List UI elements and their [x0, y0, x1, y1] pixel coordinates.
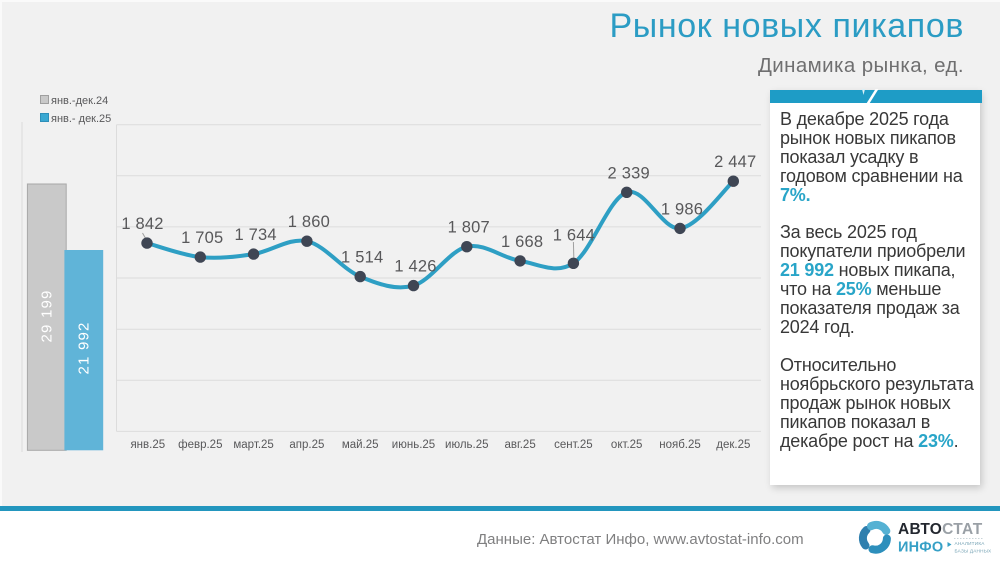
- svg-text:1 860: 1 860: [288, 213, 330, 231]
- svg-text:БАЗЫ ДАННЫХ: БАЗЫ ДАННЫХ: [955, 549, 993, 554]
- svg-text:1 668: 1 668: [501, 233, 543, 251]
- svg-text:1 842: 1 842: [121, 215, 163, 233]
- svg-text:дек.25: дек.25: [716, 439, 750, 451]
- svg-text:июнь.25: июнь.25: [392, 439, 435, 451]
- svg-text:авг.25: авг.25: [504, 439, 535, 451]
- svg-text:февр.25: февр.25: [178, 439, 222, 451]
- svg-text:нояб.25: нояб.25: [659, 439, 701, 451]
- svg-text:1 705: 1 705: [181, 229, 223, 247]
- svg-text:1 426: 1 426: [394, 258, 436, 276]
- svg-text:1 986: 1 986: [661, 200, 703, 218]
- svg-text:март.25: март.25: [233, 439, 273, 451]
- svg-text:янв.25: янв.25: [130, 439, 165, 451]
- svg-text:1 807: 1 807: [448, 219, 490, 237]
- svg-text:1 644: 1 644: [553, 226, 595, 244]
- svg-text:сент.25: сент.25: [554, 439, 592, 451]
- svg-text:АНАЛИТИКА: АНАЛИТИКА: [955, 541, 986, 546]
- svg-text:АВТОСТАТ: АВТОСТАТ: [898, 521, 983, 538]
- svg-text:апр.25: апр.25: [289, 439, 324, 451]
- svg-text:2 447: 2 447: [714, 153, 756, 171]
- svg-text:1 514: 1 514: [341, 249, 383, 267]
- svg-text:2 339: 2 339: [608, 164, 650, 182]
- svg-text:май.25: май.25: [342, 439, 379, 451]
- svg-text:окт.25: окт.25: [611, 439, 643, 451]
- svg-text:1 734: 1 734: [234, 226, 276, 244]
- svg-text:ИНФО: ИНФО: [898, 540, 943, 556]
- svg-text:июль.25: июль.25: [445, 439, 488, 451]
